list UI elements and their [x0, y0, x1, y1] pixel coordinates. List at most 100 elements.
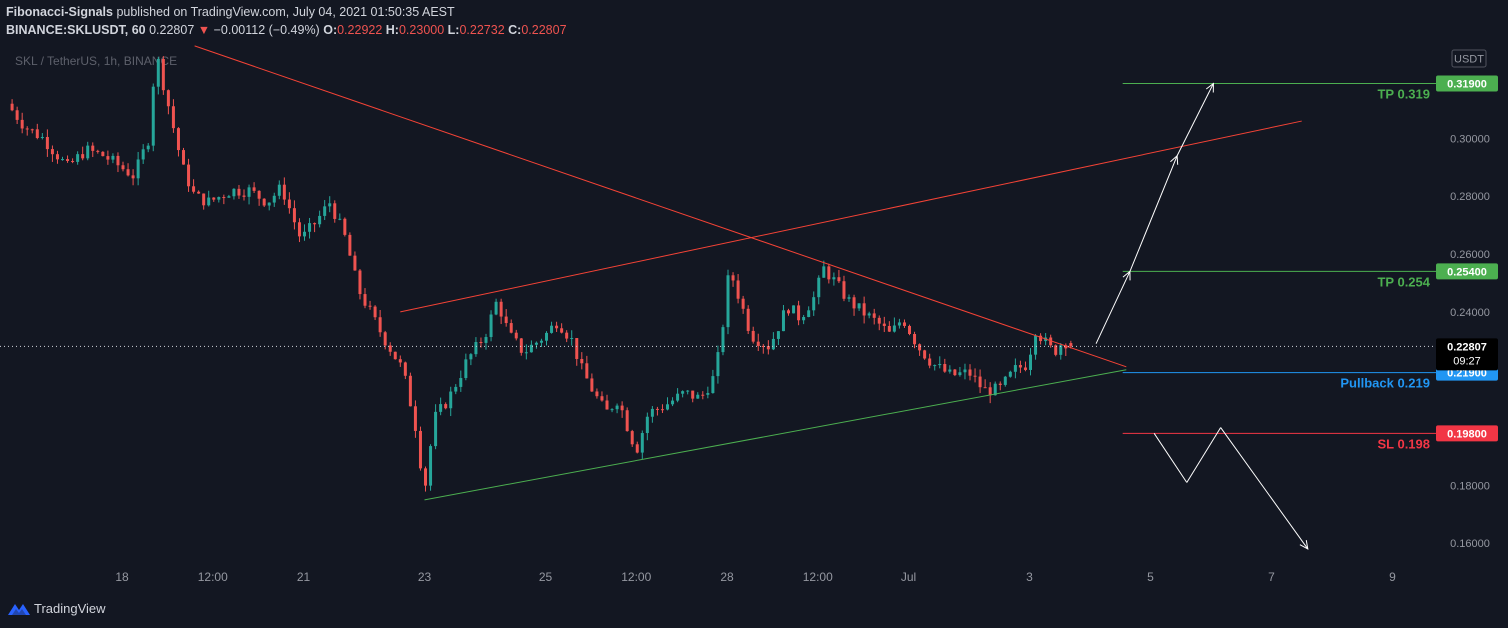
candle-body — [464, 359, 468, 379]
candle-body — [968, 369, 972, 376]
candle-body — [403, 362, 407, 376]
candle-body — [902, 322, 906, 326]
candle-body — [978, 376, 982, 388]
candle-body — [615, 405, 619, 410]
change-arrow-icon: ▼ — [197, 23, 211, 37]
candle-body — [484, 337, 488, 343]
candle-body — [610, 409, 614, 411]
candle-body — [202, 193, 206, 206]
trendline-rising-channel-top[interactable] — [400, 120, 1302, 313]
candle-body — [1049, 337, 1053, 346]
candle-body — [509, 323, 513, 333]
currency-badge[interactable] — [1451, 49, 1487, 68]
bar-countdown: 09:27 — [1453, 355, 1481, 367]
candle-body — [166, 90, 170, 107]
candle-body — [1023, 367, 1027, 370]
tradingview-logo-icon[interactable] — [8, 601, 30, 617]
candle-body — [469, 354, 473, 360]
arrow-head-icon — [1205, 82, 1214, 93]
arrow-segment — [1153, 433, 1188, 483]
candle-body — [892, 325, 896, 332]
candle-body — [635, 444, 639, 453]
candle-body — [913, 333, 917, 345]
bearish-scenario-path[interactable] — [1153, 427, 1309, 550]
candle-body — [802, 317, 806, 321]
trendline-descending-resistance[interactable] — [194, 45, 1127, 368]
candle-body — [741, 298, 745, 309]
candle-body — [771, 338, 775, 350]
candle-body — [857, 303, 861, 309]
candles-layer — [10, 56, 1073, 492]
open-label: O: — [323, 23, 338, 37]
candle-body — [1008, 371, 1012, 377]
candle-body — [827, 266, 831, 280]
author-name[interactable]: Fibonacci-Signals — [6, 5, 113, 19]
candle-body — [585, 363, 589, 379]
candle-body — [938, 364, 942, 366]
candle-body — [1018, 365, 1022, 368]
close-label: C: — [508, 23, 522, 37]
candle-body — [953, 369, 957, 376]
price-tick-label: 0.16000 — [1450, 538, 1490, 550]
candle-body — [534, 342, 538, 345]
candle-body — [560, 328, 564, 333]
candle-body — [328, 203, 332, 207]
candle-body — [126, 169, 130, 176]
arrow-segment — [1186, 427, 1222, 483]
candle-body — [958, 372, 962, 376]
bullish-scenario-path[interactable] — [1095, 82, 1214, 344]
time-tick-label: 28 — [720, 570, 734, 584]
candle-body — [459, 378, 463, 387]
candle-body — [313, 223, 317, 225]
candle-body — [645, 416, 649, 434]
price-tick-label: 0.26000 — [1450, 249, 1490, 261]
candle-body — [550, 325, 554, 333]
time-tick-label: 23 — [418, 570, 432, 584]
price-tick-label: 0.30000 — [1450, 133, 1490, 145]
candle-body — [192, 186, 196, 192]
candle-body — [1039, 335, 1043, 342]
last-price-tag — [1436, 338, 1498, 371]
candle-body — [237, 188, 241, 196]
candle-body — [504, 316, 508, 324]
candle-body — [787, 310, 791, 314]
footer-brand[interactable]: TradingView — [34, 601, 106, 616]
time-axis[interactable]: 18 12:00 21 23 25 12:00 28 12:00 Jul 3 5 7 9 — [0, 570, 1439, 590]
candle-body — [55, 154, 59, 160]
plot-area[interactable] — [0, 43, 1439, 590]
candle-body — [686, 390, 690, 392]
arrow-segment — [1095, 271, 1131, 344]
candle-body — [232, 188, 236, 197]
price-axis-background[interactable] — [1439, 43, 1508, 590]
chart-header: Fibonacci-Signals published on TradingVi… — [6, 3, 567, 39]
trendline-ascending-support[interactable] — [424, 369, 1127, 501]
candle-body — [887, 325, 891, 332]
level-label: SL 0.198 — [1377, 436, 1430, 451]
candle-body — [1064, 345, 1068, 349]
candle-body — [297, 222, 301, 237]
candle-body — [807, 310, 811, 318]
candle-body — [1029, 354, 1033, 370]
price-axis[interactable]: USDT 0.30000 0.28000 0.26000 0.24000 0.18000… — [1436, 43, 1508, 590]
time-tick-label: 3 — [1026, 570, 1033, 584]
candle-body — [943, 364, 947, 372]
time-axis-background[interactable] — [0, 575, 1439, 590]
candle-body — [897, 322, 901, 326]
candle-body — [499, 301, 503, 317]
candle-body — [171, 106, 175, 129]
candle-body — [323, 206, 327, 216]
footer-bar: TradingView — [0, 590, 1508, 628]
candle-body — [650, 408, 654, 417]
candle-body — [842, 281, 846, 299]
candle-body — [817, 277, 821, 298]
candle-body — [666, 404, 670, 410]
candle-body — [338, 218, 342, 220]
candle-body — [565, 332, 569, 339]
candle-body — [176, 128, 180, 151]
candle-body — [434, 411, 438, 447]
price-tag-label: 0.19800 — [1447, 428, 1487, 440]
candle-body — [555, 325, 559, 329]
candle-body — [923, 350, 927, 359]
arrow-head-icon — [1299, 540, 1309, 550]
